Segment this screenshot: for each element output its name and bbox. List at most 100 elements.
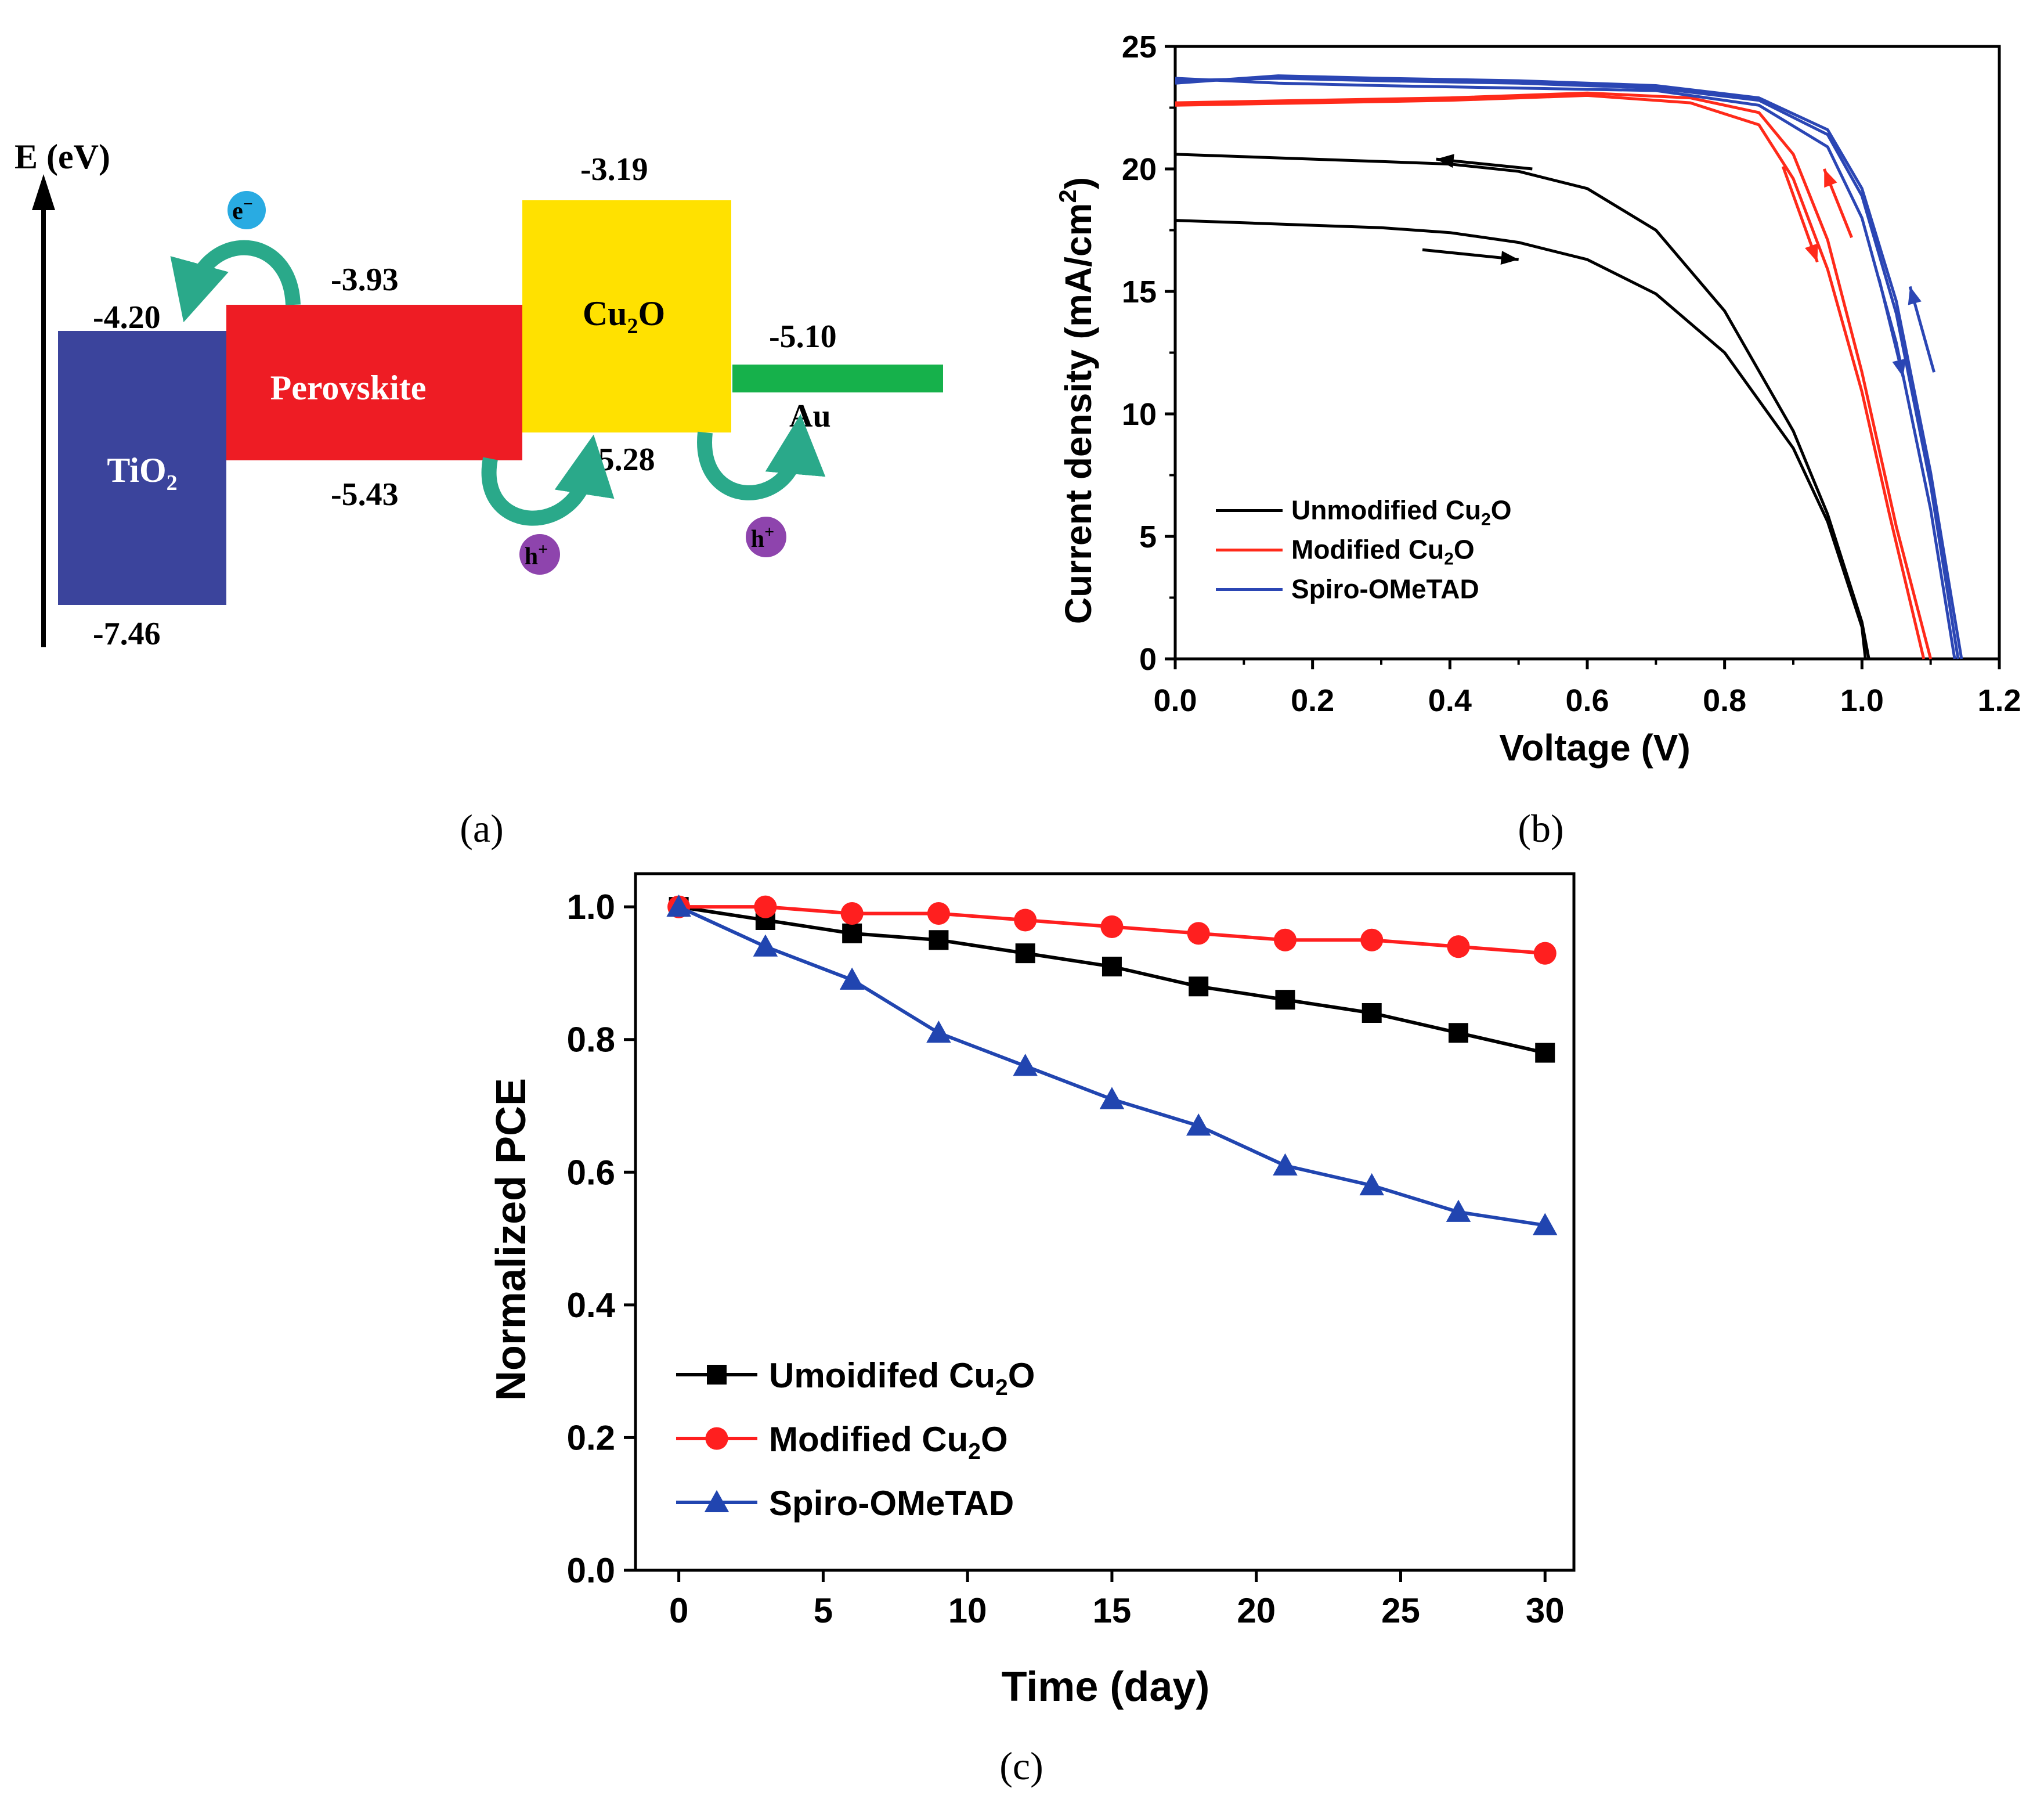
reverse-scan-arrow-black bbox=[1436, 154, 1533, 171]
panel-c-caption: (c) bbox=[999, 1744, 1043, 1788]
stability-legend-label: Modified Cu2O bbox=[769, 1420, 1008, 1464]
stability-point-square bbox=[1102, 957, 1122, 976]
stability-y-tick-label: 0.2 bbox=[567, 1418, 615, 1457]
au-label: Au bbox=[789, 398, 831, 434]
stability-point-circle bbox=[1273, 928, 1297, 951]
stability-legend-swatch-marker bbox=[707, 1365, 727, 1385]
stability-point-circle bbox=[1100, 915, 1124, 938]
jv-curve-3-forward-scan bbox=[1175, 77, 1956, 659]
hole-bubble-2 bbox=[746, 517, 786, 557]
stability-y-tick-label: 0.6 bbox=[567, 1153, 615, 1192]
panel-b-caption: (b) bbox=[1518, 806, 1563, 850]
stability-x-axis-label: Time (day) bbox=[1002, 1664, 1210, 1710]
stability-point-square bbox=[1448, 1023, 1468, 1043]
scan-arrow-head bbox=[1908, 286, 1922, 305]
stability-point-circle bbox=[840, 902, 864, 925]
jv-curve-3-reverse-scan bbox=[1175, 77, 1960, 659]
hole-transfer-arrow-1 bbox=[481, 434, 615, 526]
scan-arrow-head bbox=[1824, 169, 1837, 188]
stability-plot-frame bbox=[634, 872, 1576, 1572]
stability-point-circle bbox=[1187, 922, 1210, 945]
jv-x-tick-label: 0.4 bbox=[1428, 683, 1472, 718]
stability-point-triangle bbox=[666, 894, 691, 917]
jv-legend-label: Unmodified Cu2O bbox=[1291, 495, 1512, 529]
stability-point-triangle bbox=[1359, 1173, 1384, 1196]
jv-curve-3-reverse-scan bbox=[1175, 74, 1963, 659]
jv-curve-1-reverse-scan bbox=[1175, 153, 1870, 659]
jv-x-tick-label: 0.8 bbox=[1703, 683, 1746, 718]
jv-x-tick-label: 0.2 bbox=[1291, 683, 1334, 718]
cu2o-label: Cu2O bbox=[583, 294, 665, 338]
stability-point-circle bbox=[1533, 942, 1557, 965]
au-level-bar bbox=[732, 365, 943, 392]
stability-x-tick-label: 5 bbox=[814, 1591, 833, 1630]
stability-point-circle bbox=[754, 895, 777, 918]
reverse-scan-arrow-blue bbox=[1908, 286, 1935, 373]
stability-point-triangle bbox=[753, 934, 778, 957]
hole-symbol-1: h+ bbox=[525, 540, 548, 570]
forward-scan-arrow-red bbox=[1781, 165, 1819, 263]
jv-curve-1-forward-scan bbox=[1175, 219, 1867, 659]
jv-legend-label: Spiro-OMeTAD bbox=[1291, 574, 1479, 604]
jv-x-tick-label: 0.0 bbox=[1153, 683, 1197, 718]
cu2o-lumo-value: -3.19 bbox=[580, 152, 648, 188]
stability-point-triangle bbox=[1099, 1087, 1125, 1109]
jv-curve-2-forward-scan bbox=[1175, 93, 1926, 659]
perovskite-label: Perovskite bbox=[270, 369, 427, 407]
stability-point-triangle bbox=[1186, 1113, 1211, 1136]
stability-legend-label: Umoidifed Cu2O bbox=[769, 1356, 1035, 1400]
panel-a-caption: (a) bbox=[460, 806, 503, 850]
stability-x-tick-label: 25 bbox=[1381, 1591, 1420, 1630]
hole-transfer-arrow-2 bbox=[697, 414, 826, 500]
cu2o-block bbox=[522, 200, 731, 432]
perovskite-lumo-value: -3.93 bbox=[331, 262, 399, 298]
jv-plot-area: 0.0 0.2 0.4 0.6 0.8 1.0 1.2 0 5 10 15 20 25 Unmodifie… bbox=[1122, 30, 2021, 718]
jv-legend-label: Modified Cu2O bbox=[1291, 534, 1475, 568]
stability-point-circle bbox=[1360, 928, 1384, 951]
scan-arrow-head bbox=[1892, 358, 1906, 377]
reverse-scan-arrow-red bbox=[1822, 168, 1853, 239]
stability-legend-label: Spiro-OMeTAD bbox=[769, 1484, 1014, 1523]
stability-y-tick-label: 0.4 bbox=[567, 1286, 616, 1325]
stability-legend-swatch-marker bbox=[704, 1490, 730, 1512]
jv-y-tick-label: 20 bbox=[1122, 152, 1157, 187]
stability-y-axis-label: Normalized PCE bbox=[488, 1078, 535, 1401]
stability-point-square bbox=[929, 930, 949, 950]
stability-point-triangle bbox=[1532, 1213, 1558, 1235]
jv-y-axis-label: Current density (mA/cm2) bbox=[1054, 177, 1099, 624]
stability-plot-area: 0 5 10 15 20 25 30 0.0 0.2 0.4 0.6 0.8 1.0 Umoidifed … bbox=[567, 872, 1576, 1630]
stability-point-square bbox=[1275, 990, 1295, 1010]
scan-arrow-head bbox=[1804, 243, 1818, 262]
stability-point-triangle bbox=[1013, 1054, 1038, 1076]
energy-level-diagram: E (eV) TiO2 -4.20 -7.46 Perovskite -3.93… bbox=[15, 138, 943, 850]
au-level-value: -5.10 bbox=[769, 319, 837, 355]
stability-point-square bbox=[1535, 1043, 1555, 1063]
scan-arrow-head bbox=[1500, 251, 1519, 265]
stability-point-triangle bbox=[1273, 1153, 1298, 1176]
stability-point-square bbox=[842, 923, 862, 943]
jv-y-tick-label: 10 bbox=[1122, 397, 1157, 432]
cu2o-homo-value: -5.28 bbox=[587, 442, 655, 478]
tio2-label: TiO2 bbox=[107, 451, 177, 495]
jv-x-tick-label: 1.0 bbox=[1840, 683, 1884, 718]
energy-axis-arrowhead bbox=[32, 174, 55, 210]
stability-point-circle bbox=[927, 902, 950, 925]
jv-x-axis-label: Voltage (V) bbox=[1499, 727, 1691, 769]
stability-x-tick-label: 30 bbox=[1526, 1591, 1565, 1630]
stability-point-circle bbox=[1014, 908, 1037, 932]
stability-legend-swatch-marker bbox=[705, 1427, 728, 1450]
stability-y-tick-label: 0.0 bbox=[567, 1551, 615, 1590]
stability-x-tick-label: 20 bbox=[1237, 1591, 1276, 1630]
stability-x-tick-label: 15 bbox=[1093, 1591, 1132, 1630]
electron-transfer-arrow bbox=[170, 240, 301, 323]
stability-point-square bbox=[1362, 1003, 1382, 1023]
hole-bubble-1 bbox=[519, 534, 560, 575]
jv-curve-2-reverse-scan bbox=[1175, 91, 1933, 659]
electron-symbol: e− bbox=[232, 194, 253, 225]
stability-x-tick-label: 10 bbox=[948, 1591, 987, 1630]
hole-symbol-2: h+ bbox=[751, 522, 774, 553]
stability-point-triangle bbox=[1446, 1199, 1471, 1222]
jv-y-tick-label: 0 bbox=[1139, 642, 1157, 677]
stability-point-square bbox=[1189, 976, 1209, 997]
